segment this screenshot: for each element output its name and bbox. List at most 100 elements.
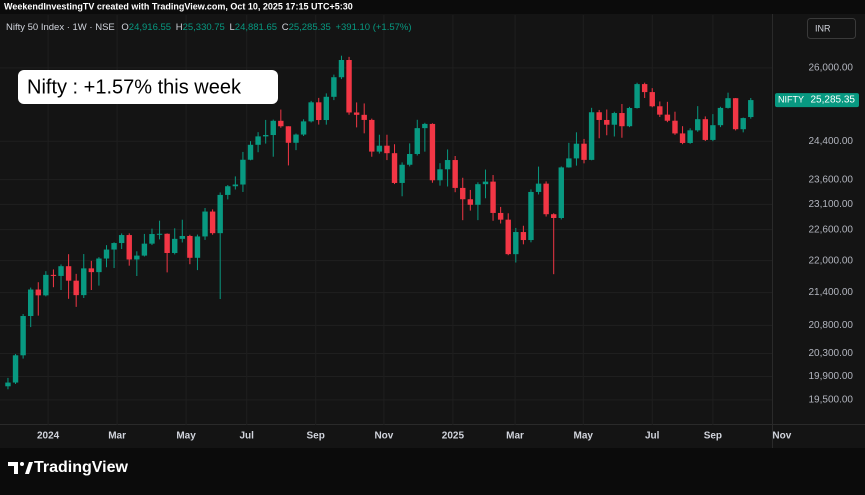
x-tick-label: May [574,431,594,442]
y-tick-label: 26,000.00 [809,63,854,74]
l-value: 24,881.65 [235,22,277,33]
last-price-name: NIFTY [778,94,804,104]
candle-body [520,232,527,241]
grid [0,15,772,425]
y-tick-label: 22,000.00 [809,255,854,266]
candle-body [73,280,79,296]
y-tick-label: 19,900.00 [809,371,854,382]
attribution-bar [0,0,865,14]
last-price-tag [775,93,859,108]
y-tick-label: 23,600.00 [809,174,854,185]
candle-body [338,59,345,78]
c-value: 25,285.35 [289,22,331,33]
currency-button[interactable] [807,18,856,39]
candle-body [657,106,663,115]
candle-body [581,143,587,160]
x-tick-label: Sep [307,431,325,442]
candle-body [81,268,87,296]
candle-body [118,235,125,244]
x-tick-label: Jul [645,431,660,442]
o-value: 24,916.55 [129,22,171,33]
candle-body [679,133,686,143]
candle-body [626,108,633,127]
candle-body [141,243,148,256]
candle-body [270,120,276,136]
candle-body [649,92,655,107]
candle-body [672,120,678,134]
candle-body [194,236,201,258]
candle-body [156,233,163,235]
c-key: C [282,22,289,33]
candle-body [748,100,754,118]
candle-body [641,84,648,93]
candle-body [422,123,428,129]
candle-body [346,59,352,113]
candle-body [149,234,155,244]
brand: TradingView [34,459,129,476]
candle-body [619,113,625,127]
candle-body [255,136,261,145]
candle-body [300,121,307,135]
candle-body [444,160,451,170]
candle-body [58,266,64,276]
candle-body [725,98,731,108]
candle-body [482,181,489,185]
candle-body [369,119,375,152]
candle-body [27,289,34,317]
candle-body [262,135,269,137]
candle-body [172,238,178,253]
candle-body [702,119,708,140]
candle-body [331,77,337,97]
candle-body [12,355,19,383]
y-tick-label: 22,600.00 [809,224,854,235]
candle-body [391,153,398,183]
candle-body [50,274,57,276]
candle-body [732,98,739,130]
symbol: Nifty 50 Index · 1W · NSE [6,22,115,33]
candle-body [278,120,284,127]
l-key: L [229,22,234,33]
candle-body [558,167,564,218]
candle-body [111,243,117,250]
candle-body [103,249,110,259]
x-tick-label: May [176,431,196,442]
candle-body [740,118,746,130]
y-tick-label: 20,800.00 [809,320,854,331]
candle-body [96,258,102,273]
x-tick-label: Mar [108,431,126,442]
candle-body [384,145,390,154]
candle-body [247,144,254,160]
candle-body [65,266,72,281]
candle-body [414,128,420,154]
annotation: Nifty : +1.57% this week [27,76,242,98]
candle-body [308,102,314,122]
y-tick-label: 19,500.00 [809,395,854,406]
candle-body [664,114,671,121]
h-value: 25,330.75 [183,22,225,33]
currency-label[interactable]: INR [815,23,831,33]
x-tick-label: 2025 [442,431,465,442]
candle-body [202,211,208,237]
footer-bar [0,448,865,495]
candle-body [687,130,693,143]
x-tick-label: Nov [374,431,393,442]
candle-body [43,274,49,296]
candle-body [187,235,193,258]
candle-body [437,169,443,181]
candle-body [535,183,542,192]
candle-body [285,126,292,143]
y-tick-label: 23,100.00 [809,199,854,210]
last-price-value: 25,285.35 [811,95,856,106]
candle-body [35,289,41,296]
candle-body [695,119,701,131]
y-tick-label: 20,300.00 [809,348,854,359]
candle-body [634,84,640,109]
x-tick-label: Jul [239,431,254,442]
candle-body [528,191,534,241]
candle-body [452,160,458,188]
candle-body [399,164,405,183]
candle-body [467,199,474,205]
candle-body [429,123,436,181]
h-key: H [176,22,183,33]
